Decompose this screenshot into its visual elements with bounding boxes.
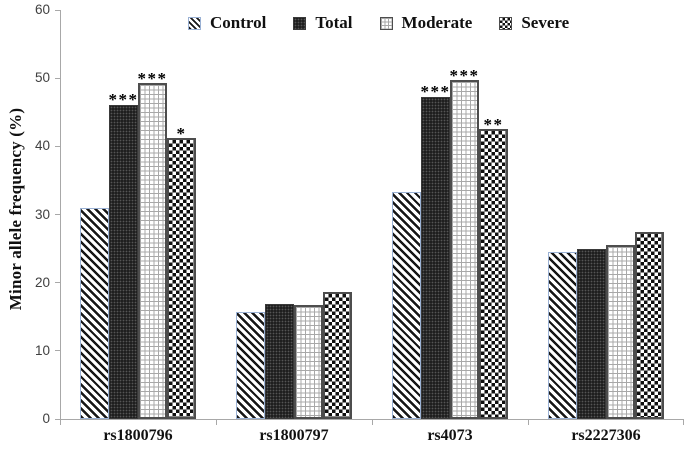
diagonal-stripes-swatch-icon <box>188 16 201 30</box>
significance-stars: ** <box>483 114 504 134</box>
y-tick-label: 50 <box>34 70 50 86</box>
legend-item-severe: Severe <box>499 13 569 33</box>
dark-dots-swatch-icon <box>293 16 307 30</box>
bar-total <box>577 248 606 419</box>
bar-total <box>265 303 294 419</box>
y-tick-label: 60 <box>34 2 50 17</box>
bar-severe <box>323 292 352 419</box>
category-label: rs1800797 <box>259 427 329 444</box>
significance-stars: * <box>176 123 187 143</box>
bar-control <box>80 207 109 419</box>
y-axis-line <box>60 10 61 420</box>
y-tick-mark <box>55 418 60 420</box>
y-tick-label: 20 <box>34 274 50 290</box>
bar-moderate <box>606 244 635 419</box>
y-tick-mark <box>55 350 60 352</box>
significance-stars: *** <box>420 82 451 102</box>
bar-group: *** *** * <box>60 10 216 419</box>
checkerboard-swatch-icon <box>499 16 513 30</box>
legend-label: Severe <box>521 13 570 32</box>
y-tick-mark <box>55 145 60 147</box>
x-axis-line <box>60 419 684 420</box>
legend-label: Moderate <box>401 13 473 32</box>
y-tick-mark <box>55 282 60 284</box>
bar-moderate: *** <box>450 67 479 419</box>
bar-severe <box>635 231 664 419</box>
y-tick-mark <box>55 9 60 11</box>
legend-label: Total <box>315 13 353 32</box>
bar-control <box>548 252 577 419</box>
bar-control <box>392 192 421 419</box>
x-tick-mark <box>60 420 61 425</box>
bar-moderate: *** <box>138 70 167 419</box>
category-label: rs1800796 <box>103 427 173 444</box>
x-tick-mark <box>528 420 529 425</box>
bar-group: *** *** ** <box>372 10 528 419</box>
light-grid-swatch-icon <box>379 16 393 30</box>
significance-stars: *** <box>449 65 480 85</box>
bar-moderate <box>294 304 323 419</box>
bar-total: *** <box>421 83 450 419</box>
legend-item-control: Control <box>188 13 266 33</box>
category-label: rs4073 <box>427 427 473 444</box>
bar-severe: ** <box>479 116 508 419</box>
x-tick-mark <box>216 420 217 425</box>
y-tick-label: 40 <box>34 138 50 154</box>
legend-item-moderate: Moderate <box>379 13 473 33</box>
y-tick-label: 10 <box>34 342 50 358</box>
y-tick-label: 0 <box>42 411 50 426</box>
y-tick-label: 30 <box>34 206 50 222</box>
bar-group <box>216 10 372 419</box>
legend: Control Total Moderate Severe <box>188 13 569 33</box>
category-label: rs2227306 <box>571 427 641 444</box>
y-tick-mark <box>55 77 60 79</box>
legend-item-total: Total <box>293 13 353 33</box>
legend-label: Control <box>210 13 267 32</box>
x-tick-mark <box>683 420 684 425</box>
y-tick-mark <box>55 214 60 215</box>
bar-control <box>236 312 265 419</box>
bar-group <box>528 10 684 419</box>
significance-stars: *** <box>108 90 139 110</box>
significance-stars: *** <box>137 68 168 88</box>
x-tick-mark <box>372 420 373 425</box>
bar-severe: * <box>167 125 196 419</box>
bar-total: *** <box>109 91 138 419</box>
